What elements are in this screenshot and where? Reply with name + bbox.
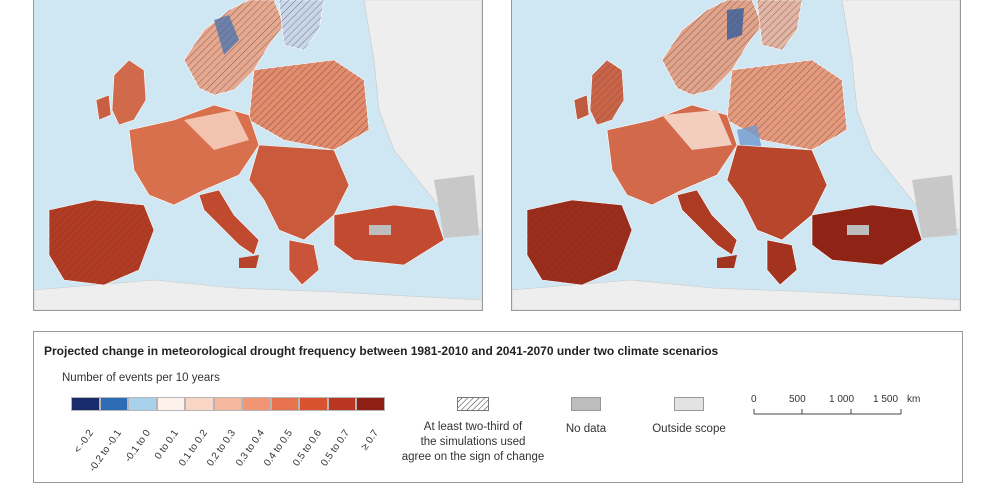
legend-subtitle: Number of events per 10 years (62, 372, 220, 384)
color-class-label: 0.2 to 0.3 (205, 428, 239, 469)
color-class-swatch (299, 397, 328, 411)
color-class-label: < -0.2 (71, 428, 96, 456)
scale-line (753, 409, 902, 415)
map-left-scenario (33, 0, 483, 311)
scale-tick-500: 500 (789, 394, 806, 405)
color-class-swatch (213, 397, 242, 411)
scale-tick-1500: 1 500 (873, 394, 899, 405)
legend-title: Projected change in meteorological droug… (44, 344, 719, 358)
scale-tick-1000: 1 000 (829, 394, 855, 405)
color-class-swatch (185, 397, 214, 411)
map-right-scenario (511, 0, 961, 311)
scale-tick-0: 0 (751, 394, 757, 405)
scale-unit: km (907, 394, 921, 405)
no-data-swatch (571, 397, 601, 411)
color-class-label: ≥ 0.7 (358, 428, 381, 453)
color-class-label: 0.4 to 0.5 (262, 428, 296, 469)
europe-map-right (512, 0, 960, 310)
color-class-label: -0.1 to 0 (122, 428, 153, 465)
hatch-label-line-1: At least two-third of (423, 421, 523, 433)
outside-scope-key (674, 397, 704, 411)
hatch-swatch (457, 397, 489, 411)
no-data-key (571, 397, 601, 411)
outside-scope-swatch (674, 397, 704, 411)
hatch-label-line-2: the simulations used (420, 436, 526, 448)
hatch-label: At least two-third of the simulations us… (390, 420, 556, 465)
color-class-swatch (356, 397, 385, 411)
europe-map-left (34, 0, 482, 310)
color-class-swatch (242, 397, 271, 411)
no-data-label: No data (565, 423, 607, 435)
hatch-label-line-3: agree on the sign of change (401, 451, 545, 463)
color-class-swatch (128, 397, 157, 411)
color-class-label: 0 to 0.1 (153, 428, 182, 462)
outside-scope-label: Outside scope (652, 423, 726, 435)
color-class-swatch (156, 397, 185, 411)
color-scale (71, 397, 385, 411)
color-class-label: 0.5 to 0.7 (319, 428, 353, 469)
color-class-swatch (270, 397, 299, 411)
color-class-swatch (327, 397, 356, 411)
hatch-key (457, 397, 489, 416)
color-class-swatch (99, 397, 128, 411)
legend-panel: Projected change in meteorological droug… (33, 331, 963, 483)
color-class-swatch (71, 397, 100, 411)
